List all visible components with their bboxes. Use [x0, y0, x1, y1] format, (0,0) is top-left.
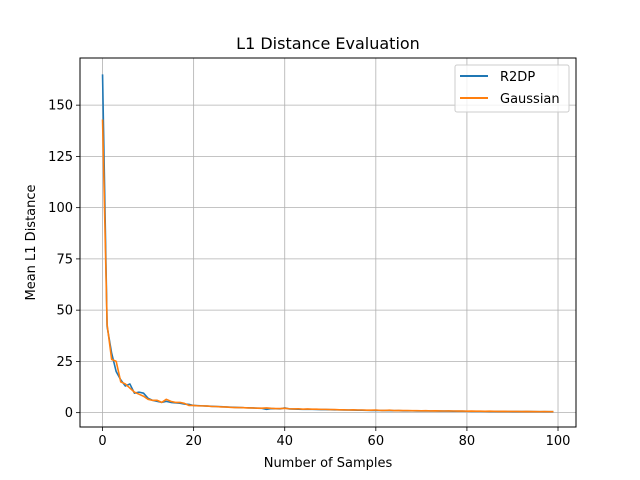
- legend-label-r2dp: R2DP: [500, 70, 535, 85]
- chart-title: L1 Distance Evaluation: [236, 34, 420, 53]
- grid-lines: [80, 58, 576, 427]
- y-tick-label: 125: [48, 150, 73, 165]
- series-line-gaussian: [101, 119, 554, 413]
- plot-frame: [79, 57, 577, 428]
- series-lines: [101, 74, 554, 413]
- y-tick-label: 75: [56, 252, 73, 267]
- y-axis-ticks: 0 25 50 75 100 125 150: [48, 99, 80, 421]
- legend-label-gaussian: Gaussian: [500, 92, 560, 107]
- y-tick-label: 0: [65, 406, 73, 421]
- x-tick-label: 80: [459, 434, 476, 449]
- x-axis-title: Number of Samples: [264, 456, 393, 471]
- x-tick-label: 100: [546, 434, 571, 449]
- x-tick-label: 20: [185, 434, 202, 449]
- x-tick-label: 0: [98, 434, 106, 449]
- y-tick-label: 25: [56, 355, 73, 370]
- y-tick-label: 100: [48, 201, 73, 216]
- y-tick-label: 50: [56, 304, 73, 319]
- y-tick-label: 150: [48, 99, 73, 114]
- y-axis-title: Mean L1 Distance: [24, 184, 39, 300]
- legend: R2DP Gaussian: [454, 64, 570, 113]
- x-tick-label: 60: [368, 434, 385, 449]
- x-axis-ticks: 0 20 40 60 80 100: [98, 427, 570, 449]
- x-tick-label: 40: [276, 434, 293, 449]
- plot-area: [80, 58, 576, 427]
